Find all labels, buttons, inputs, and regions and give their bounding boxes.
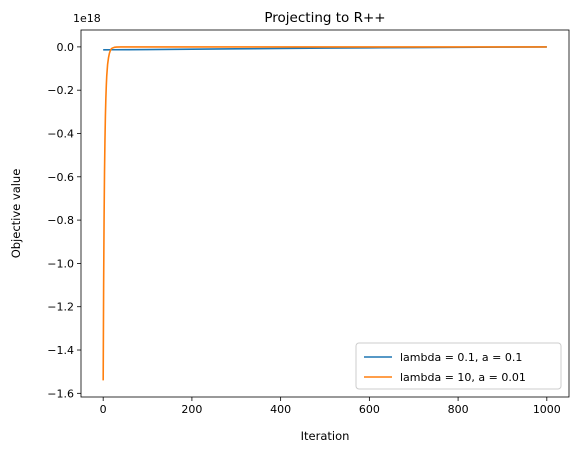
chart-title: Projecting to R++ bbox=[264, 10, 385, 26]
y-tick-label: −0.6 bbox=[47, 171, 74, 184]
y-tick-label: −0.2 bbox=[47, 84, 74, 97]
plot-frame bbox=[80, 29, 570, 398]
y-tick-label: −1.6 bbox=[47, 387, 74, 400]
y-tick-label: −1.4 bbox=[47, 344, 74, 357]
series-line-2 bbox=[102, 46, 547, 381]
x-axis-label: Iteration bbox=[301, 429, 350, 443]
x-tick-label: 400 bbox=[270, 403, 291, 416]
legend-label-2: lambda = 10, a = 0.01 bbox=[400, 371, 526, 384]
x-tick-label: 600 bbox=[359, 403, 380, 416]
y-axis-label: Objective value bbox=[9, 169, 23, 259]
plot-marks bbox=[102, 46, 547, 381]
x-tick-label: 1000 bbox=[533, 403, 561, 416]
y-tick-label: 0.0 bbox=[57, 41, 75, 54]
legend-box bbox=[355, 342, 562, 390]
y-tick-label: −1.2 bbox=[47, 301, 74, 314]
legend-label-1: lambda = 0.1, a = 0.1 bbox=[400, 351, 522, 364]
x-tick-label: 0 bbox=[100, 403, 107, 416]
legend: lambda = 0.1, a = 0.1 lambda = 10, a = 0.… bbox=[355, 342, 562, 390]
x-tick-label: 800 bbox=[448, 403, 469, 416]
y-offset-label: 1e18 bbox=[73, 12, 101, 25]
y-tick-label: −0.4 bbox=[47, 127, 74, 140]
x-tick-label: 200 bbox=[181, 403, 202, 416]
y-tick-label: −0.8 bbox=[47, 214, 74, 227]
axis-ticks: 0 200 400 600 800 1000 0.0 −0.2 −0.4 −0.6 −0.8 −1.0… bbox=[47, 41, 561, 416]
y-tick-label: −1.0 bbox=[47, 257, 74, 270]
